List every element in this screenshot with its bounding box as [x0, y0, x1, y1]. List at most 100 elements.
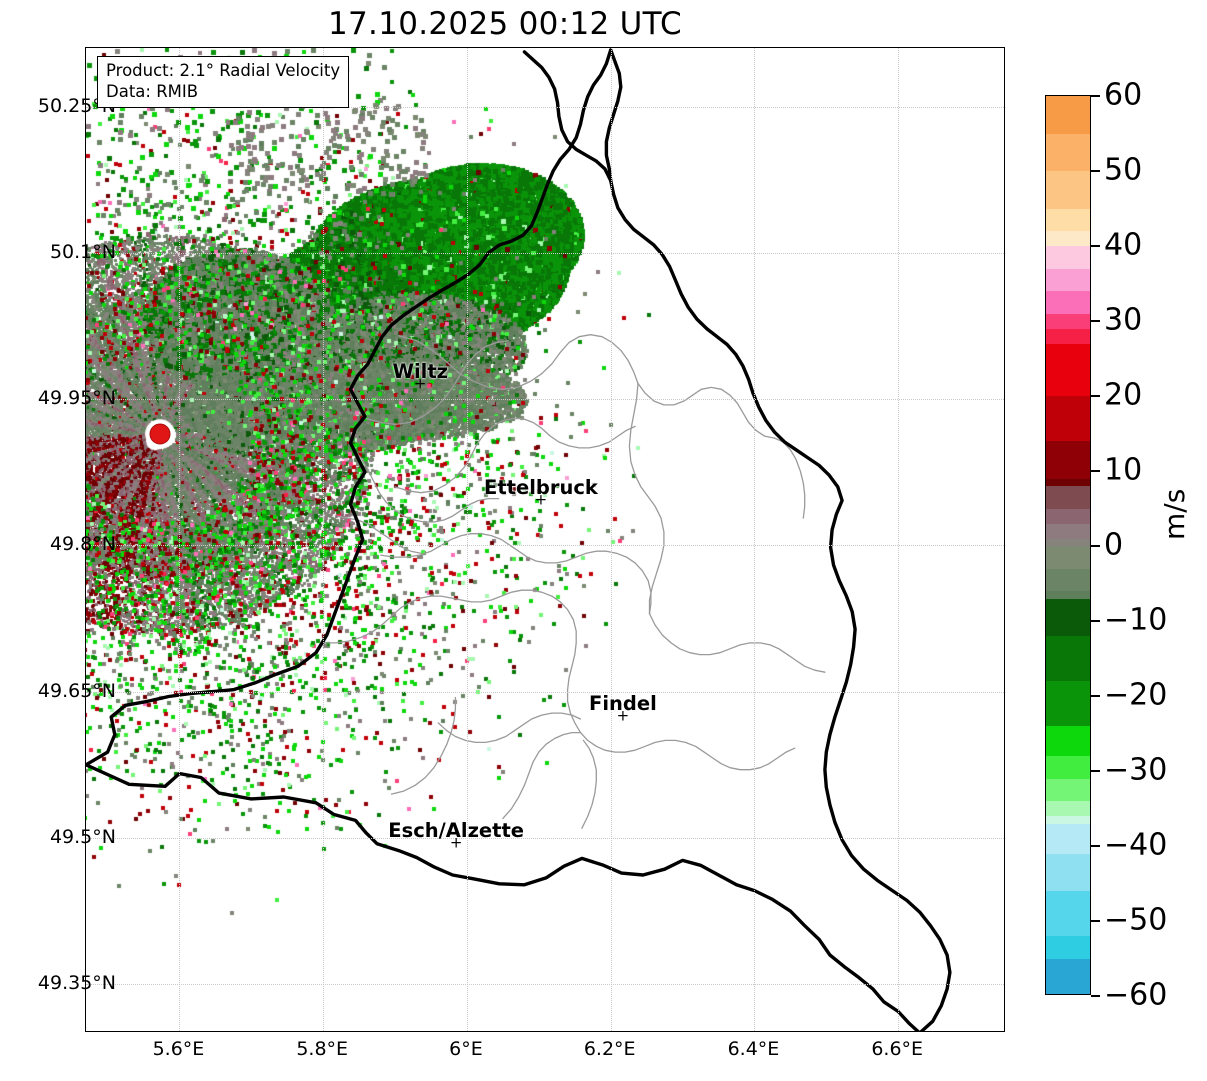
colorbar-band: [1046, 171, 1090, 209]
x-axis-tick: [898, 1031, 899, 1032]
x-axis-tick-label: 6.2°E: [583, 1038, 636, 1060]
colorbar-band: [1046, 958, 1090, 994]
x-axis-tick: [467, 1031, 468, 1032]
colorbar-band: [1046, 853, 1090, 891]
y-axis-tick-label: 49.65°N: [37, 679, 116, 702]
gridline-vertical: [466, 48, 468, 1031]
data-source-label: Data: RMIB: [106, 81, 199, 101]
city-marker-icon: +: [616, 706, 630, 725]
colorbar-band: [1046, 328, 1090, 344]
colorbar-band: [1046, 291, 1090, 314]
gridline-vertical: [179, 48, 181, 1031]
x-axis-tick: [179, 1031, 180, 1032]
colorbar-band: [1046, 208, 1090, 231]
colorbar-tick: [1091, 395, 1100, 397]
x-axis-tick: [754, 1031, 755, 1032]
city-label: Findel: [589, 692, 657, 716]
gridline-vertical: [898, 48, 900, 1031]
page-title: 17.10.2025 00:12 UTC: [328, 6, 682, 42]
x-axis-tick-label: 5.6°E: [152, 1038, 205, 1060]
city-marker-icon: +: [534, 490, 548, 509]
colorbar-tick: [1091, 695, 1100, 697]
gridline-horizontal: [86, 106, 1004, 108]
city-label: Ettelbruck: [484, 475, 598, 499]
colorbar-tick: [1091, 995, 1100, 997]
gridline-horizontal: [86, 691, 1004, 693]
colorbar-tick-label: 60: [1104, 77, 1143, 113]
colorbar-tick: [1091, 170, 1100, 172]
gridline-horizontal: [86, 399, 1004, 401]
gridline-horizontal: [86, 252, 1004, 254]
y-axis-tick-label: 49.5°N: [49, 825, 116, 848]
colorbar-band: [1046, 486, 1090, 509]
city-marker-icon: +: [413, 374, 427, 393]
map-boundaries-layer: [86, 48, 952, 1031]
radar-plot: Wiltz + Ettelbruck + Findel + Esch/Alzette + Pr…: [85, 47, 1005, 1032]
colorbar-band: [1046, 891, 1090, 936]
colorbar-band: [1046, 546, 1090, 569]
colorbar-band: [1046, 816, 1090, 824]
radar-plot-canvas: Wiltz + Ettelbruck + Findel + Esch/Alzette +: [86, 48, 1004, 1031]
colorbar-unit-label: m/s: [1158, 488, 1191, 540]
colorbar-tick-label: 40: [1104, 227, 1143, 263]
colorbar-tick-label: −50: [1104, 902, 1168, 938]
colorbar-tick-label: −40: [1104, 827, 1168, 863]
x-axis-tick-label: 5.8°E: [296, 1038, 349, 1060]
colorbar-band: [1046, 538, 1090, 546]
colorbar-tick: [1091, 470, 1100, 472]
colorbar-band: [1046, 756, 1090, 779]
colorbar-tick-label: 10: [1104, 452, 1143, 488]
colorbar-tick: [1091, 845, 1100, 847]
colorbar-tick: [1091, 245, 1100, 247]
x-axis-tick-label: 6°E: [449, 1038, 483, 1060]
colorbar-band: [1046, 313, 1090, 329]
colorbar-tick: [1091, 320, 1100, 322]
colorbar-tick-label: 50: [1104, 152, 1143, 188]
colorbar-tick-label: 0: [1104, 527, 1124, 563]
colorbar-band: [1046, 568, 1090, 591]
colorbar-tick-label: −20: [1104, 677, 1168, 713]
colorbar: [1045, 95, 1091, 995]
colorbar-band: [1046, 396, 1090, 441]
x-axis-tick-label: 6.4°E: [727, 1038, 780, 1060]
colorbar-band: [1046, 591, 1090, 599]
colorbar-band: [1046, 96, 1090, 134]
colorbar-tick-label: −60: [1104, 977, 1168, 1013]
gridline-vertical: [610, 48, 612, 1031]
colorbar-tick-label: 20: [1104, 377, 1143, 413]
colorbar-band: [1046, 343, 1090, 396]
y-axis-tick-label: 49.95°N: [37, 387, 116, 410]
colorbar-band: [1046, 801, 1090, 816]
colorbar-band: [1046, 681, 1090, 726]
colorbar-band: [1046, 636, 1090, 681]
gridline-horizontal: [86, 984, 1004, 986]
city-label: Wiltz: [392, 360, 448, 384]
colorbar-band: [1046, 778, 1090, 801]
colorbar-tick-label: 30: [1104, 302, 1143, 338]
colorbar-band: [1046, 268, 1090, 291]
y-axis-tick-label: 50.1°N: [49, 240, 116, 263]
colorbar-band: [1046, 726, 1090, 756]
colorbar-tick: [1091, 770, 1100, 772]
gridline-vertical: [754, 48, 756, 1031]
radar-site-marker: [149, 423, 171, 445]
y-axis-tick-label: 49.8°N: [49, 533, 116, 556]
city-marker-icon: +: [449, 833, 463, 852]
colorbar-tick: [1091, 95, 1100, 97]
x-axis-tick: [611, 1031, 612, 1032]
y-axis-tick-label: 50.25°N: [37, 94, 116, 117]
radar-echo-layer: [86, 48, 1004, 1031]
colorbar-band: [1046, 133, 1090, 171]
colorbar-band: [1046, 598, 1090, 636]
colorbar-tick: [1091, 620, 1100, 622]
x-axis-tick-label: 6.6°E: [871, 1038, 924, 1060]
colorbar-tick: [1091, 545, 1100, 547]
y-axis-tick-label: 49.35°N: [37, 972, 116, 995]
colorbar-tick-label: −30: [1104, 752, 1168, 788]
colorbar-tick-label: −10: [1104, 602, 1168, 638]
x-axis-tick: [323, 1031, 324, 1032]
gridline-horizontal: [86, 837, 1004, 839]
city-label: Esch/Alzette: [388, 818, 525, 842]
product-info-box: Product: 2.1° Radial Velocity Data: RMIB: [97, 56, 350, 109]
colorbar-band: [1046, 823, 1090, 854]
